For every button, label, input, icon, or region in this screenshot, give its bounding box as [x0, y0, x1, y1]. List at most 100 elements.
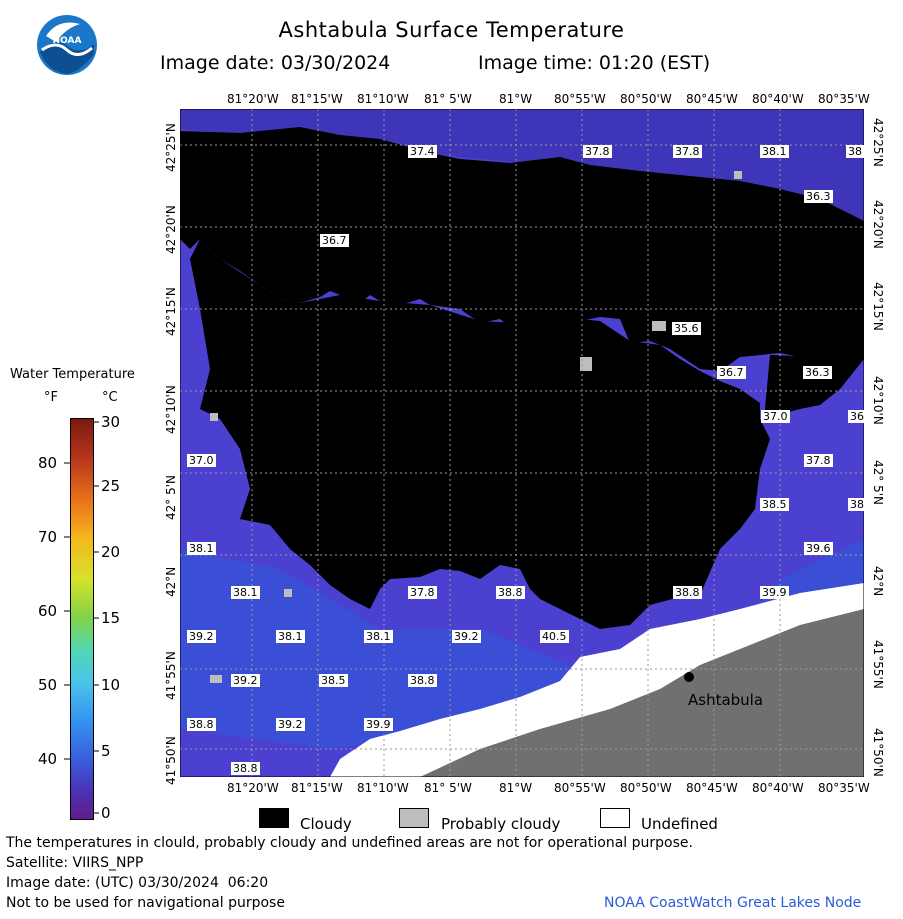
- temp-label: 35.6: [672, 322, 701, 335]
- temp-label: 38.1: [760, 145, 789, 158]
- lat-tick-left: 42°25'N: [164, 123, 178, 172]
- temp-label: 38.8: [496, 586, 525, 599]
- lat-tick-right: 42°15'N: [871, 282, 885, 331]
- ashtabula-marker: [684, 672, 694, 682]
- colorbar-c-tick: 20: [101, 543, 121, 561]
- lon-tick-top: 80°40'W: [752, 92, 804, 106]
- temp-label: 36.7: [717, 366, 746, 379]
- temp-label: 38.1: [364, 630, 393, 643]
- lon-tick-bottom: 80°45'W: [686, 781, 738, 795]
- temp-label: 37.0: [187, 454, 216, 467]
- noaa-logo-text: NOAA: [52, 36, 82, 46]
- temp-label: 37.0: [761, 410, 790, 423]
- noaa-logo-icon: [37, 15, 97, 75]
- lat-tick-left: 42°20'N: [164, 205, 178, 254]
- colorbar-unit-f: °F: [44, 390, 58, 405]
- lat-tick-right: 42°10'N: [871, 376, 885, 425]
- temp-label: 37.8: [583, 145, 612, 158]
- temp-label: 38.5: [760, 498, 789, 511]
- colorbar-f-tick: 70: [38, 528, 58, 546]
- temp-label: 39.2: [231, 674, 260, 687]
- map-svg: [179, 108, 865, 778]
- colorbar-c-tick: 10: [101, 676, 121, 694]
- lon-tick-bottom: 80°35'W: [818, 781, 870, 795]
- temp-label: 39.9: [760, 586, 789, 599]
- colorbar-f-tick: 60: [38, 602, 58, 620]
- colorbar-c-tick: 25: [101, 477, 121, 495]
- footer-credit: NOAA CoastWatch Great Lakes Node: [604, 895, 862, 911]
- temp-label: 39.2: [187, 630, 216, 643]
- temp-label: 36: [848, 410, 866, 423]
- legend-probably-cloudy-swatch: [399, 808, 429, 828]
- lon-tick-top: 80°50'W: [620, 92, 672, 106]
- temp-label: 38.8: [673, 586, 702, 599]
- temp-label: 38.1: [187, 542, 216, 555]
- lon-tick-top: 81°20'W: [227, 92, 279, 106]
- temp-label: 38.1: [231, 586, 260, 599]
- lat-tick-left: 42°15'N: [164, 287, 178, 336]
- temp-label: 39.2: [452, 630, 481, 643]
- colorbar-f-tick: 80: [38, 454, 58, 472]
- temp-label: 38: [848, 498, 866, 511]
- lon-tick-bottom: 81°10'W: [357, 781, 409, 795]
- temp-label: 38.8: [187, 718, 216, 731]
- lon-tick-top: 80°35'W: [818, 92, 870, 106]
- colorbar-c-tick: 30: [101, 413, 121, 431]
- colorbar-c-tick: 5: [101, 742, 111, 760]
- temp-label: 37.8: [673, 145, 702, 158]
- footer-navigation: Not to be used for navigational purpose: [6, 895, 285, 911]
- legend-undefined-swatch: [600, 808, 630, 828]
- temp-label: 38.8: [408, 674, 437, 687]
- lon-tick-bottom: 80°40'W: [752, 781, 804, 795]
- lon-tick-bottom: 80°55'W: [554, 781, 606, 795]
- temp-label: 39.2: [276, 718, 305, 731]
- lon-tick-top: 80°45'W: [686, 92, 738, 106]
- image-date: Image date: 03/30/2024: [160, 52, 391, 74]
- image-time: Image time: 01:20 (EST): [478, 52, 711, 74]
- colorbar: [70, 418, 94, 820]
- cloud-region: [764, 349, 864, 419]
- lon-tick-top: 80°55'W: [554, 92, 606, 106]
- temp-label: 37.4: [408, 145, 437, 158]
- temp-label: 38.1: [276, 630, 305, 643]
- lat-tick-right: 42°20'N: [871, 200, 885, 249]
- legend-probably-cloudy-label: Probably cloudy: [441, 815, 561, 833]
- lon-tick-bottom: 81°20'W: [227, 781, 279, 795]
- lat-tick-right: 42° 5'N: [871, 460, 885, 505]
- colorbar-c-tick: 15: [101, 609, 121, 627]
- probably-cloudy-patch: [284, 589, 292, 597]
- lat-tick-right: 41°50'N: [871, 728, 885, 777]
- legend-cloudy-label: Cloudy: [300, 815, 352, 833]
- temp-label: 38.8: [231, 762, 260, 775]
- place-label-ashtabula: Ashtabula: [688, 691, 764, 709]
- lon-tick-bottom: 81°15'W: [291, 781, 343, 795]
- temp-label: 37.8: [408, 586, 437, 599]
- lon-tick-bottom: 80°50'W: [620, 781, 672, 795]
- lat-tick-right: 42°25'N: [871, 118, 885, 167]
- temp-label: 37.8: [804, 454, 833, 467]
- undefined-area: [330, 583, 864, 777]
- probably-cloudy-patch: [734, 171, 742, 179]
- temp-label: 38: [846, 145, 864, 158]
- footer-satellite: Satellite: VIIRS_NPP: [6, 855, 144, 871]
- lat-tick-left: 42°10'N: [164, 385, 178, 434]
- noaa-logo: NOAA: [36, 14, 98, 76]
- lon-tick-top: 81°10'W: [357, 92, 409, 106]
- lon-tick-bottom: 81° 5'W: [424, 781, 472, 795]
- temperature-map: 37.4 37.8 37.8 38.1 38 36.3 36.7 35.6 36…: [179, 108, 866, 778]
- graticule: [180, 109, 864, 777]
- colorbar-c-tick: 0: [101, 804, 111, 822]
- footer-disclaimer: The temperatures in clould, probably clo…: [6, 835, 693, 851]
- temp-label: 36.7: [320, 234, 349, 247]
- cloud-region: [190, 239, 770, 629]
- probably-cloudy-patch: [652, 321, 666, 331]
- probably-cloudy-patch: [580, 357, 592, 371]
- colorbar-unit-c: °C: [102, 390, 118, 405]
- colorbar-title: Water Temperature: [10, 367, 135, 382]
- lat-tick-left: 41°50'N: [164, 736, 178, 785]
- land-area: [420, 609, 864, 777]
- lat-tick-left: 42°N: [164, 566, 178, 597]
- lat-tick-left: 41°55'N: [164, 651, 178, 700]
- temp-label: 39.9: [364, 718, 393, 731]
- lon-tick-top: 81°W: [499, 92, 533, 106]
